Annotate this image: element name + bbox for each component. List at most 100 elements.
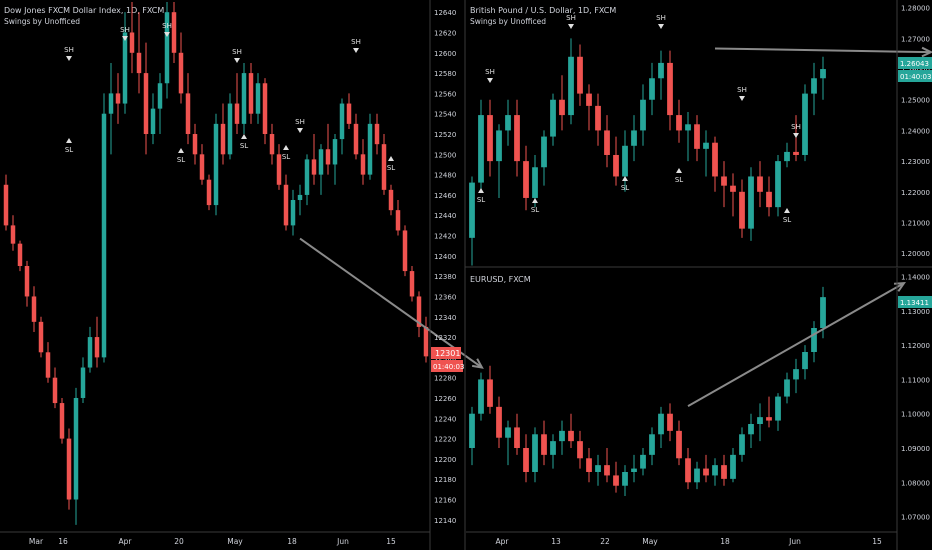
dow-candle-body (318, 149, 324, 175)
eurusd-candle (694, 461, 700, 490)
dow-candle (115, 73, 121, 124)
gbpusd-candle-body (649, 78, 655, 100)
dow-candle-body (332, 139, 338, 165)
dow-chart-title: Dow Jones FXCM Dollar Index, 1D, FXCM (4, 6, 164, 15)
eurusd-candle (649, 427, 655, 466)
dow-candle-body (255, 83, 261, 114)
gbpusd-candle-body (631, 130, 637, 146)
dow-candle (409, 266, 415, 302)
dow-candle (164, 2, 170, 99)
eurusd-candle (712, 458, 718, 486)
eurusd-candle-body (694, 468, 700, 483)
dow-swing-low-label: SL (282, 153, 290, 161)
eurusd-candle-body (667, 413, 673, 431)
dow-candle (199, 144, 205, 185)
dow-x-label: Apr (119, 537, 133, 546)
dow-jones-chart[interactable]: Dow Jones FXCM Dollar Index, 1D, FXCM Sw… (0, 0, 484, 550)
eurusd-chart[interactable]: EURUSD, FXCM 1.07000 1.08000 1.09000 1.1000… (466, 268, 932, 550)
eurusd-candle-body (685, 458, 691, 483)
dow-y-tick-label: 12180 (434, 476, 456, 484)
gbpusd-y-tick-label: 1.21000 (901, 220, 930, 228)
dow-candle (94, 316, 100, 368)
dow-last-price: 12301 (435, 349, 460, 358)
gbpusd-candle-body (730, 185, 736, 192)
gbpusd-candle-body (685, 124, 691, 131)
dow-candle (367, 113, 373, 180)
gbpusd-swing-high-label: SH (737, 86, 747, 94)
gbpusd-candle-body (577, 56, 583, 94)
gbpusd-candle (766, 176, 772, 217)
gbpusd-candle-body (523, 161, 529, 198)
gbpusd-price-axis[interactable]: 1.20000 1.21000 1.22000 1.23000 1.24000 1.250… (901, 5, 930, 259)
eurusd-candle-body (649, 434, 655, 455)
gbpusd-candle (613, 136, 619, 186)
gbpusd-candle (487, 99, 493, 177)
dow-swing-high-marker (164, 32, 170, 37)
gbpusd-y-tick-label: 1.23000 (901, 158, 930, 166)
eurusd-x-label: 18 (720, 537, 730, 546)
gbpusd-candle (784, 142, 790, 168)
dow-candle-body (206, 179, 212, 206)
gbpusd-candle (649, 62, 655, 116)
dow-swing-high-label: SH (120, 26, 130, 34)
eurusd-candle-body (811, 328, 817, 352)
dow-candles (3, 2, 429, 525)
dow-candle-body (157, 83, 163, 109)
dow-candle-body (143, 73, 149, 135)
gbpusd-swing-high-marker (568, 24, 574, 29)
gbpusd-swing-high-marker (739, 96, 745, 101)
gbpusd-trend-arrow[interactable] (714, 46, 932, 58)
eurusd-candle (595, 454, 601, 486)
dow-candle (157, 73, 163, 135)
dow-candle-body (241, 73, 247, 124)
eurusd-price-axis[interactable]: 1.07000 1.08000 1.09000 1.10000 1.11000 1.120… (901, 274, 930, 522)
dow-candle-body (353, 123, 359, 155)
dow-candle (24, 260, 30, 307)
dow-time-axis[interactable]: Mar 16 Apr 20 May 18 Jun 15 (29, 537, 396, 546)
dow-candle (38, 316, 44, 358)
eurusd-candle (532, 427, 538, 483)
eurusd-y-tick-label: 1.10000 (901, 411, 930, 419)
dow-candle (220, 103, 226, 165)
dow-candle (59, 397, 65, 444)
eurusd-candle (541, 420, 547, 466)
eurusd-candle (658, 406, 664, 448)
eurusd-candle-body (559, 430, 565, 442)
eurusd-candle (487, 365, 493, 414)
gbpusd-candle-body (757, 176, 763, 192)
gbpusd-candle (712, 136, 718, 192)
dow-candle-body (185, 93, 191, 135)
dow-candle (276, 144, 282, 190)
gbpusd-candle-body (667, 62, 673, 116)
dow-trend-arrow[interactable] (299, 237, 484, 369)
dow-candle-body (45, 352, 51, 378)
gbpusd-swing-low-marker (622, 176, 628, 181)
dow-swing-low-label: SL (65, 146, 73, 154)
gbpusd-chart[interactable]: British Pound / U.S. Dollar, 1D, FXCM Sw… (469, 0, 932, 267)
dow-candle (108, 62, 114, 155)
dow-swing-high-marker (66, 56, 72, 61)
eurusd-candle (577, 430, 583, 469)
gbpusd-candle-body (793, 151, 799, 155)
eurusd-candle (793, 358, 799, 394)
dow-candle (339, 98, 345, 155)
dow-candle-body (199, 154, 205, 180)
gbpusd-candle-body (676, 115, 682, 131)
gbpusd-candle (604, 115, 610, 168)
dow-candle-body (108, 93, 114, 114)
dow-candle (66, 428, 72, 510)
dow-price-axis[interactable]: 12140 12160 12180 12200 12220 12240 12260 12280… (434, 9, 456, 525)
dow-swing-low-label: SL (387, 164, 395, 172)
dow-candle (45, 342, 51, 383)
eurusd-time-axis[interactable]: Apr 13 22 May 18 Jun 15 (496, 537, 882, 546)
dow-candle (353, 113, 359, 160)
dow-candle (346, 93, 352, 129)
dow-candle-body (248, 73, 254, 114)
eurusd-x-label: Jun (788, 537, 801, 546)
dow-y-tick-label: 12520 (434, 131, 456, 139)
dow-x-label: 18 (287, 537, 297, 546)
gbpusd-candle-body (541, 136, 547, 168)
dow-candle-body (80, 367, 86, 398)
eurusd-candle (667, 403, 673, 442)
